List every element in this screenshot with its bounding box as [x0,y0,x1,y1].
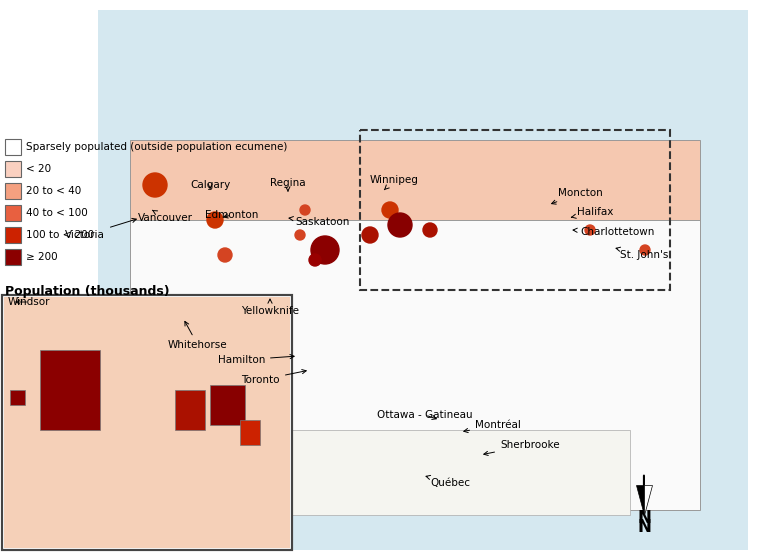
Circle shape [218,248,232,262]
Text: Halifax: Halifax [572,207,613,218]
Bar [5,249,21,265]
Bar [5,205,21,221]
Polygon shape [644,486,652,515]
FancyBboxPatch shape [250,430,630,515]
Circle shape [143,173,167,197]
Text: Moncton: Moncton [552,188,603,204]
Bar [2,295,292,550]
Circle shape [640,245,650,255]
Bar [98,10,748,550]
Bar [5,139,21,155]
Text: Population (thousands): Population (thousands) [5,285,169,298]
Text: Whitehorse: Whitehorse [168,321,228,350]
Circle shape [300,205,310,215]
Text: < 20: < 20 [26,164,51,174]
FancyBboxPatch shape [4,297,290,548]
Bar [5,227,21,243]
Bar [360,130,670,290]
Circle shape [207,212,223,228]
Text: Hamilton: Hamilton [218,354,294,365]
FancyBboxPatch shape [130,200,700,510]
Text: Windsor: Windsor [8,297,51,307]
Text: 20 to < 40: 20 to < 40 [26,186,81,196]
FancyBboxPatch shape [210,385,245,425]
Text: St. John's: St. John's [616,247,669,260]
FancyBboxPatch shape [175,390,205,430]
Circle shape [295,230,305,240]
Text: Yellowknife: Yellowknife [241,299,299,316]
Circle shape [388,213,412,237]
Text: Saskatoon: Saskatoon [289,217,349,227]
Text: Winnipeg: Winnipeg [370,175,419,190]
Text: N: N [637,509,651,527]
Text: Vancouver: Vancouver [138,210,193,223]
FancyBboxPatch shape [240,420,260,445]
Text: Québec: Québec [426,475,470,488]
Text: 100 to < 200: 100 to < 200 [26,230,94,240]
Text: Sparsely populated (outside population ecumene): Sparsely populated (outside population e… [26,142,288,152]
Text: Montréal: Montréal [464,420,521,432]
Polygon shape [636,486,644,515]
FancyBboxPatch shape [40,350,100,430]
FancyBboxPatch shape [130,140,700,220]
FancyBboxPatch shape [10,390,25,405]
Text: Toronto: Toronto [241,370,306,385]
Bar [5,183,21,199]
Circle shape [362,227,378,243]
Text: 40 to < 100: 40 to < 100 [26,208,88,218]
Circle shape [382,202,398,218]
Text: N: N [637,518,651,536]
Circle shape [423,223,437,237]
Text: Regina: Regina [270,178,306,191]
Bar [5,161,21,177]
Text: ≥ 200: ≥ 200 [26,252,58,262]
Circle shape [585,225,595,235]
Text: Charlottetown: Charlottetown [573,227,654,237]
Text: Sherbrooke: Sherbrooke [483,440,559,455]
Text: Ottawa - Gatineau: Ottawa - Gatineau [377,410,473,420]
Text: Calgary: Calgary [190,180,230,190]
Circle shape [311,236,339,264]
Circle shape [309,254,321,266]
Bar [2,295,292,550]
Bar [4,297,290,548]
Text: Victoria: Victoria [65,218,137,240]
Text: Edmonton: Edmonton [205,210,258,220]
